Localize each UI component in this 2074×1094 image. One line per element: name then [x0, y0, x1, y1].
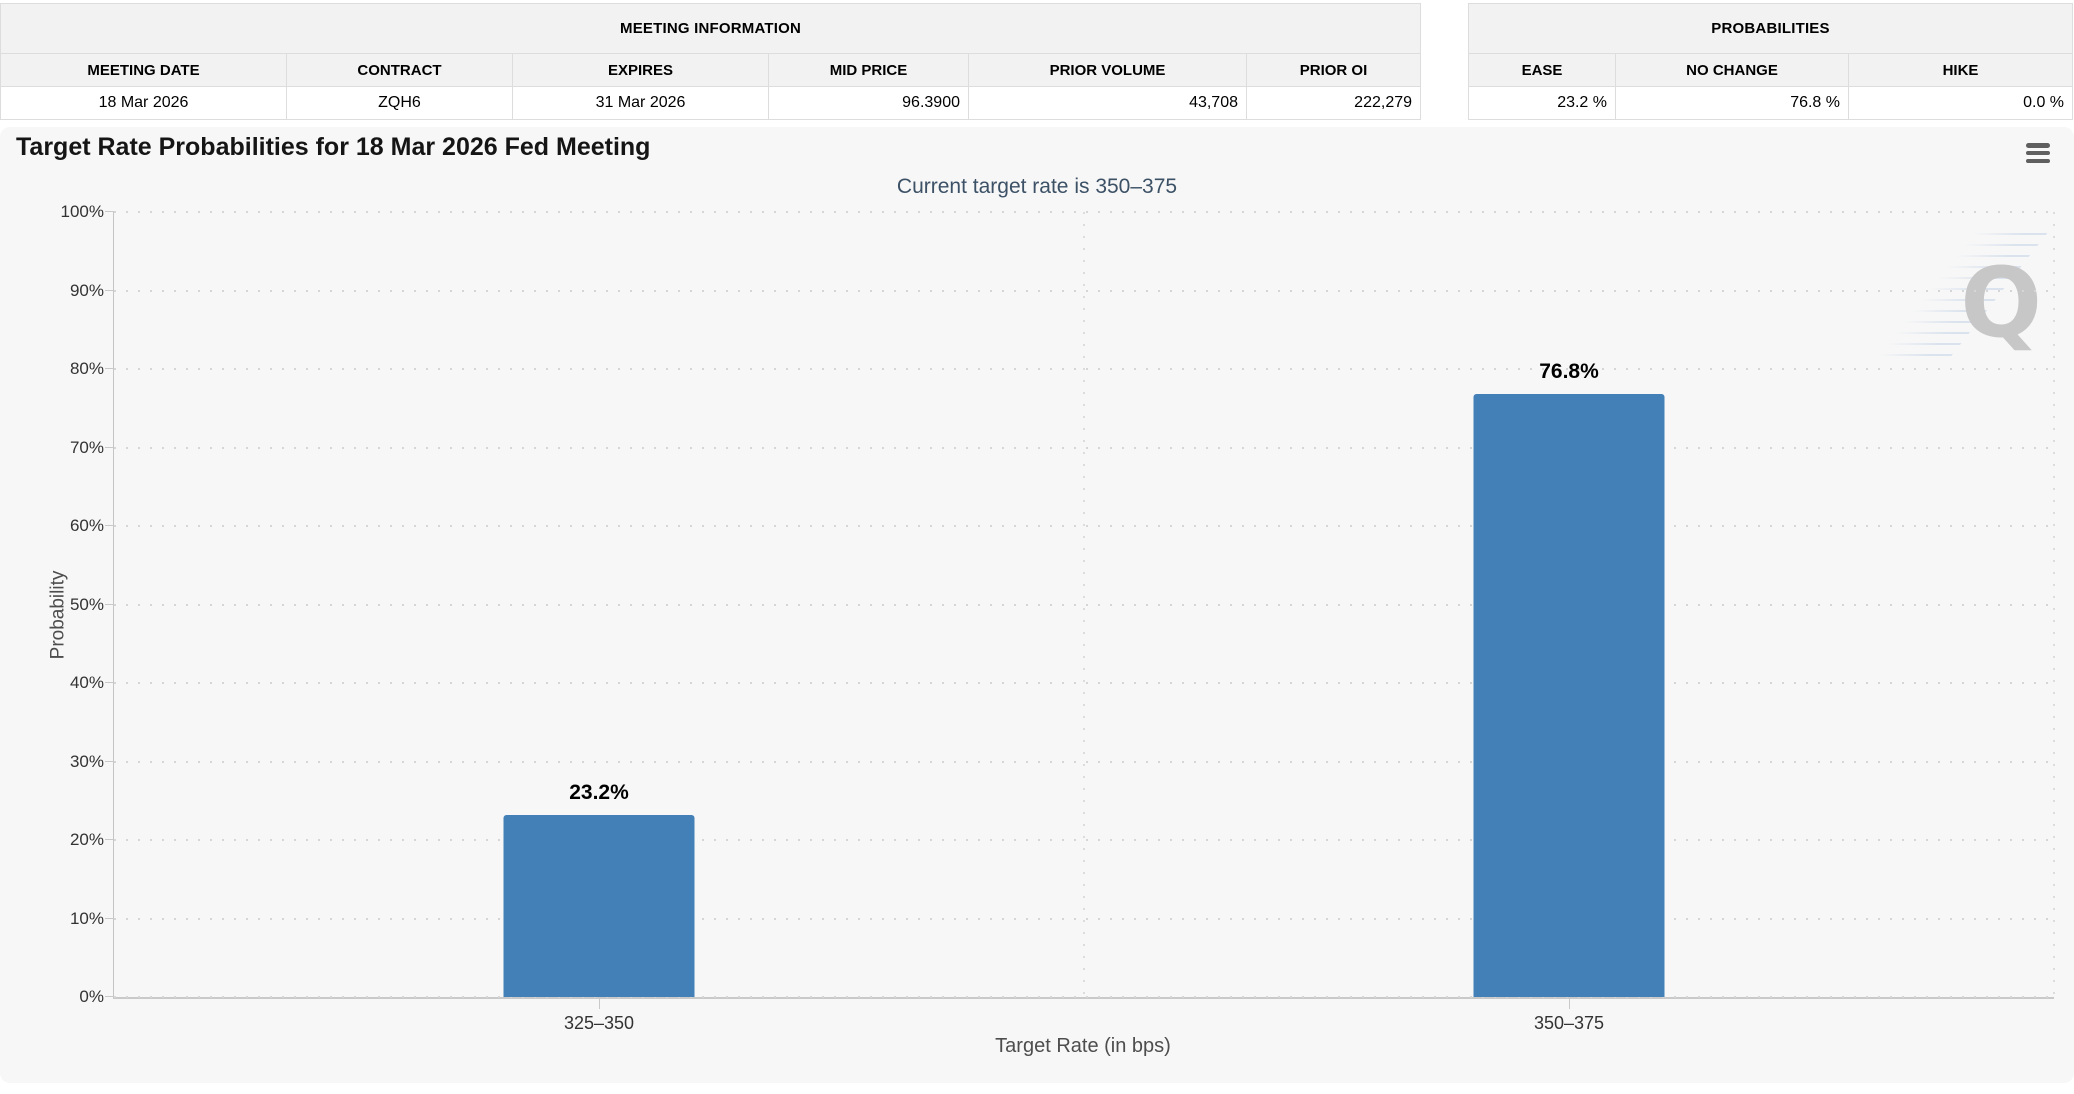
- col-header-no-change: NO CHANGE: [1615, 53, 1849, 87]
- col-header-ease: EASE: [1468, 53, 1616, 87]
- y-axis-tick: [105, 446, 114, 448]
- y-axis-label: 80%: [69, 359, 104, 378]
- hike-probability-value: 0.0 %: [1847, 86, 2074, 120]
- plot-area: 0% 10% 20% 30% 40% 50% 60% 70% 80% 90% 100% 23.2% 32…: [61, 202, 2055, 1033]
- target-rate-chart-panel: Target Rate Probabilities for 18 Mar 202…: [0, 127, 2074, 1083]
- bar-value-label: 23.2%: [569, 780, 629, 804]
- y-axis-label: 20%: [69, 830, 104, 849]
- y-axis-tick: [105, 525, 114, 526]
- col-header-expires: EXPIRES: [512, 53, 769, 87]
- hamburger-icon: [2026, 150, 2050, 156]
- y-axis-tick: [105, 289, 114, 291]
- meeting-date-value: 18 Mar 2026: [0, 86, 287, 120]
- no-change-probability-value: 76.8 %: [1615, 86, 1849, 120]
- y-axis-label: 60%: [69, 516, 104, 535]
- col-header-contract: CONTRACT: [286, 53, 513, 87]
- probabilities-table: PROBABILITIES EASE NO CHANGE HIKE 23.2 %…: [1467, 3, 2074, 120]
- x-axis-title: Target Rate (in bps): [995, 1035, 1171, 1057]
- y-axis-label: 10%: [69, 908, 104, 928]
- chart-menu-button[interactable]: [2026, 143, 2050, 163]
- prior-volume-value: 43,708: [968, 86, 1247, 120]
- y-axis-label: 100%: [60, 202, 104, 221]
- expires-value: 31 Mar 2026: [512, 86, 769, 120]
- chart-subtitle: Current target rate is 350–375: [896, 175, 1178, 198]
- col-header-hike: HIKE: [1847, 53, 2074, 87]
- probabilities-title: PROBABILITIES: [1467, 3, 2074, 54]
- col-header-mid-price: MID PRICE: [768, 53, 969, 87]
- col-header-prior-oi: PRIOR OI: [1245, 53, 1422, 87]
- probabilities-value-row: 23.2 % 76.8 % 0.0 %: [1468, 86, 2074, 120]
- ease-probability-value: 23.2 %: [1468, 86, 1616, 120]
- header-tables-strip: MEETING INFORMATION MEETING DATE CONTRAC…: [0, 3, 2074, 125]
- meeting-value-row: 18 Mar 2026 ZQH6 31 Mar 2026 96.3900 43,…: [0, 86, 1422, 120]
- y-axis-label: 70%: [69, 437, 104, 457]
- y-axis-label: 0%: [79, 987, 104, 1006]
- y-axis-label: 50%: [69, 594, 104, 614]
- meeting-column-header-row: MEETING DATE CONTRACT EXPIRES MID PRICE …: [0, 53, 1422, 87]
- y-axis-tick: [105, 682, 114, 683]
- probabilities-header-row: PROBABILITIES: [1467, 3, 2074, 54]
- y-axis-tick: [105, 603, 114, 605]
- meeting-information-header-row: MEETING INFORMATION: [0, 3, 1422, 54]
- y-axis-title: Probability: [47, 570, 69, 660]
- col-header-prior-volume: PRIOR VOLUME: [968, 53, 1247, 87]
- x-gridline: [1083, 212, 1085, 997]
- meeting-information-title: MEETING INFORMATION: [0, 3, 1422, 54]
- hamburger-icon: [2026, 158, 2050, 163]
- meeting-information-table: MEETING INFORMATION MEETING DATE CONTRAC…: [0, 3, 1422, 120]
- y-axis-tick: [105, 760, 114, 762]
- y-axis-tick: [105, 996, 114, 997]
- y-axis-tick: [105, 211, 114, 212]
- prior-oi-value: 222,279: [1245, 86, 1422, 120]
- chart-title: Target Rate Probabilities for 18 Mar 202…: [16, 133, 651, 161]
- y-gridline: [114, 996, 2054, 998]
- x-axis-tick: [1569, 999, 1570, 1009]
- y-axis-label: 30%: [69, 751, 104, 771]
- x-axis-category-label: 350–375: [1533, 1013, 1605, 1033]
- probabilities-column-header-row: EASE NO CHANGE HIKE: [1468, 53, 2074, 87]
- hamburger-icon: [2026, 143, 2050, 148]
- contract-value: ZQH6: [286, 86, 513, 120]
- y-axis-tick: [105, 839, 114, 840]
- bar-value-label: 76.8%: [1539, 360, 1599, 384]
- x-axis-tick: [599, 999, 600, 1009]
- y-axis-label: 90%: [69, 280, 104, 300]
- col-header-meeting-date: MEETING DATE: [0, 53, 287, 87]
- y-axis-label: 40%: [69, 673, 104, 692]
- y-axis-tick: [105, 917, 114, 919]
- probability-bar-350–375[interactable]: [1473, 394, 1665, 997]
- probability-bar-325–350[interactable]: [503, 814, 695, 997]
- mid-price-value: 96.3900: [768, 86, 969, 120]
- y-axis-tick: [105, 368, 114, 369]
- x-gridline: [2053, 212, 2055, 997]
- x-axis-category-label: 325–350: [563, 1013, 635, 1033]
